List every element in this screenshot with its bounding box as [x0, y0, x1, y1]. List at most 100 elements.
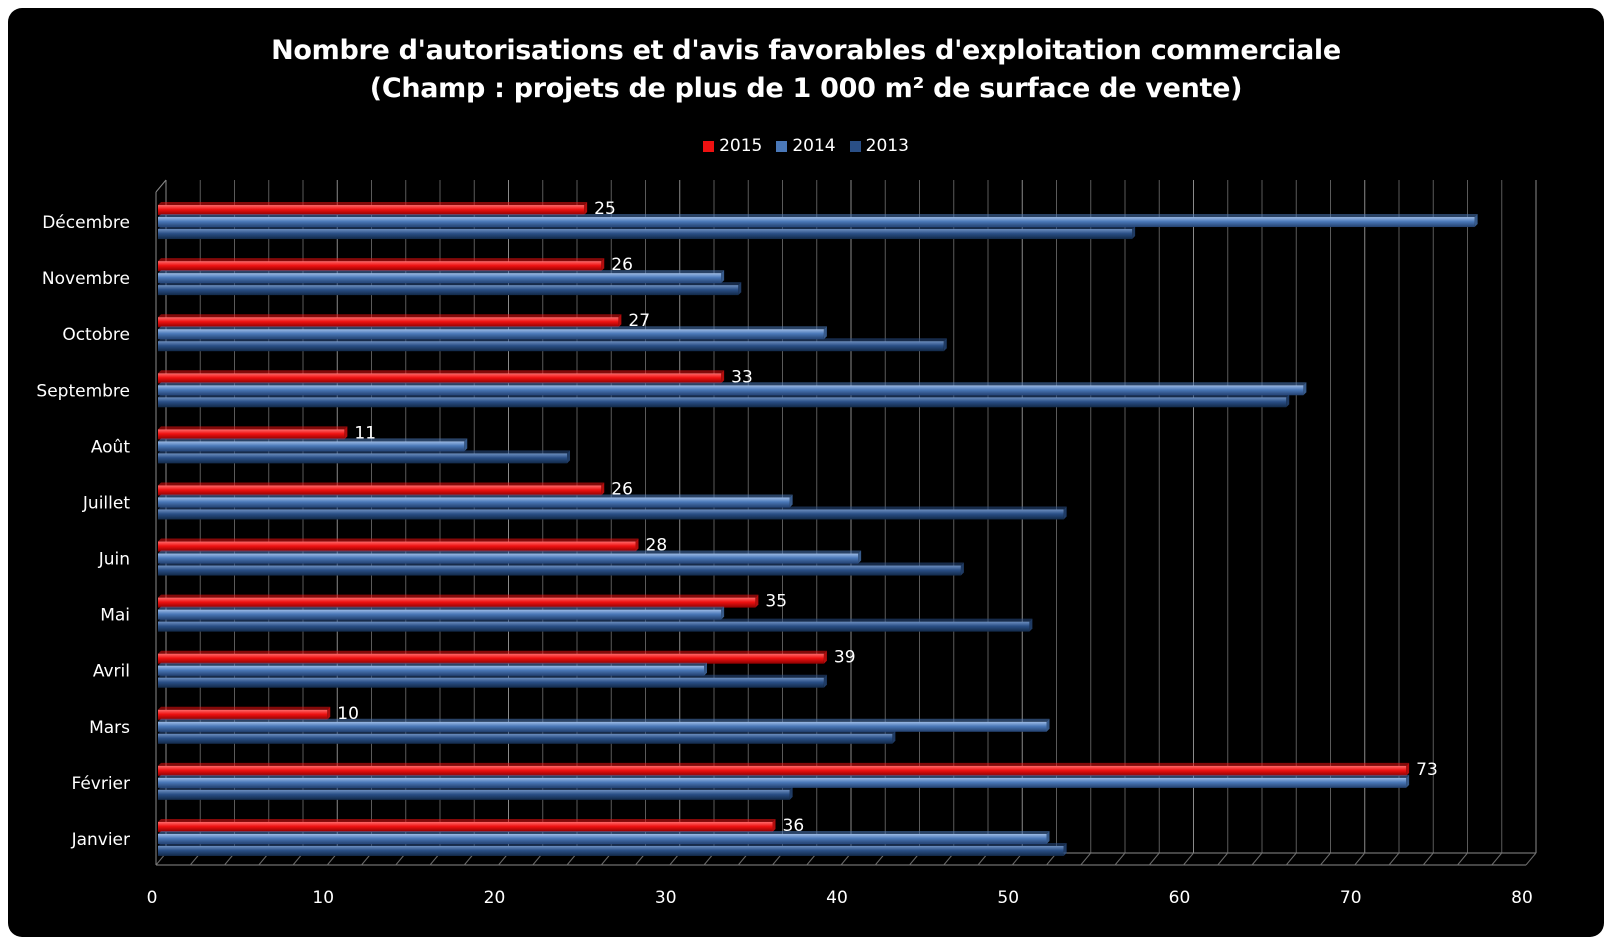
- bar-end-face: [704, 662, 707, 676]
- bar-top-face: [158, 674, 827, 678]
- bar-top-face: [158, 550, 862, 554]
- x-tick-label: 80: [1511, 888, 1533, 908]
- x-tick-label: 40: [826, 888, 848, 908]
- bar-top-face: [158, 606, 725, 610]
- x-tick-label: 0: [147, 888, 158, 908]
- bar-top-face: [158, 818, 776, 822]
- data-label: 11: [354, 423, 376, 443]
- x-tick-label: 50: [997, 888, 1019, 908]
- bar-end-face: [721, 370, 725, 384]
- bar-end-face: [823, 650, 827, 664]
- bar-end-face: [943, 338, 947, 352]
- bar-end-face: [618, 314, 622, 328]
- bar: [158, 273, 722, 284]
- bar-top-face: [158, 382, 1307, 386]
- x-tick-label: 60: [1169, 888, 1191, 908]
- data-label: 26: [611, 479, 633, 499]
- y-category-label: Novembre: [42, 269, 130, 289]
- data-label: 33: [731, 367, 753, 387]
- bar-top-face: [158, 662, 707, 666]
- floor-tick: [1080, 852, 1092, 866]
- data-label: 28: [646, 536, 668, 556]
- bar-top-face: [158, 258, 605, 262]
- floor-tick: [1183, 852, 1194, 866]
- bar: [158, 821, 773, 832]
- y-category-label: Juin: [98, 550, 130, 570]
- bar: [158, 597, 756, 608]
- bar: [158, 441, 465, 452]
- bar-top-face: [158, 618, 1033, 622]
- bar-top-face: [158, 718, 1050, 722]
- bar: [158, 609, 722, 620]
- bar-top-face: [158, 494, 793, 498]
- bar-end-face: [601, 482, 605, 496]
- bar: [158, 733, 893, 744]
- data-label: 10: [337, 704, 359, 724]
- bar-end-face: [635, 538, 639, 552]
- bar: [158, 429, 345, 440]
- y-category-label: Janvier: [71, 830, 130, 850]
- bar-top-face: [158, 426, 348, 430]
- bar: [158, 453, 567, 464]
- bar-end-face: [1029, 618, 1033, 632]
- legend: 2015 2014 2013: [8, 136, 1604, 156]
- bar: [158, 229, 1133, 240]
- bar-end-face: [789, 786, 793, 800]
- bar-top-face: [158, 506, 1067, 510]
- bar-top-face: [158, 762, 1410, 766]
- bar-end-face: [755, 594, 759, 608]
- floor-tick: [1457, 852, 1468, 866]
- bar-end-face: [960, 562, 964, 576]
- legend-swatch-2014: [776, 140, 788, 152]
- bar: [158, 373, 722, 384]
- bar-end-face: [789, 494, 793, 508]
- legend-swatch-2015: [703, 140, 715, 152]
- x-tick-label: 30: [655, 888, 677, 908]
- bar-top-face: [158, 786, 793, 790]
- legend-item-2013: 2013: [849, 136, 909, 156]
- bar-top-face: [158, 282, 742, 286]
- x-tick-label: 10: [312, 888, 334, 908]
- bar-end-face: [721, 606, 725, 620]
- bar-end-face: [1406, 774, 1410, 788]
- bar-top-face: [158, 450, 570, 454]
- floor-tick: [1525, 852, 1537, 866]
- bar: [158, 261, 602, 272]
- bar-end-face: [738, 282, 742, 296]
- bar-end-face: [1474, 214, 1478, 228]
- bar: [158, 621, 1030, 632]
- bar-top-face: [158, 370, 725, 374]
- bar: [158, 509, 1064, 520]
- bar-end-face: [567, 450, 570, 464]
- bar-top-face: [158, 482, 605, 486]
- bar-end-face: [1406, 762, 1410, 776]
- bar-top-face: [158, 326, 827, 330]
- legend-swatch-2013: [849, 140, 861, 152]
- chart-title: Nombre d'autorisations et d'avis favorab…: [271, 35, 1341, 66]
- bar-top-face: [158, 394, 1290, 398]
- data-label: 39: [834, 648, 856, 668]
- legend-label-2015: 2015: [719, 136, 763, 156]
- floor-tick: [1354, 852, 1366, 866]
- y-category-label: Avril: [93, 662, 130, 682]
- bar: [158, 341, 944, 352]
- chart-subtitle: (Champ : projets de plus de 1 000 m² de …: [369, 73, 1243, 104]
- chart-frame: Nombre d'autorisations et d'avis favorab…: [8, 8, 1604, 937]
- bar-top-face: [158, 270, 725, 274]
- bar-top-face: [158, 594, 759, 598]
- bar-top-face: [158, 830, 1050, 834]
- bar-top-face: [158, 842, 1067, 846]
- bar: [158, 285, 739, 296]
- bar-end-face: [823, 674, 827, 688]
- bar-top-face: [158, 314, 622, 318]
- bar-end-face: [1063, 842, 1067, 856]
- bar: [158, 665, 704, 676]
- bar-top-face: [158, 538, 639, 542]
- bar-end-face: [344, 426, 348, 440]
- x-tick-label: 20: [484, 888, 506, 908]
- y-category-label: Octobre: [62, 325, 130, 345]
- legend-label-2014: 2014: [792, 136, 836, 156]
- bar: [158, 397, 1287, 408]
- side-wall-top-edge: [155, 179, 167, 193]
- floor-tick: [1114, 852, 1126, 866]
